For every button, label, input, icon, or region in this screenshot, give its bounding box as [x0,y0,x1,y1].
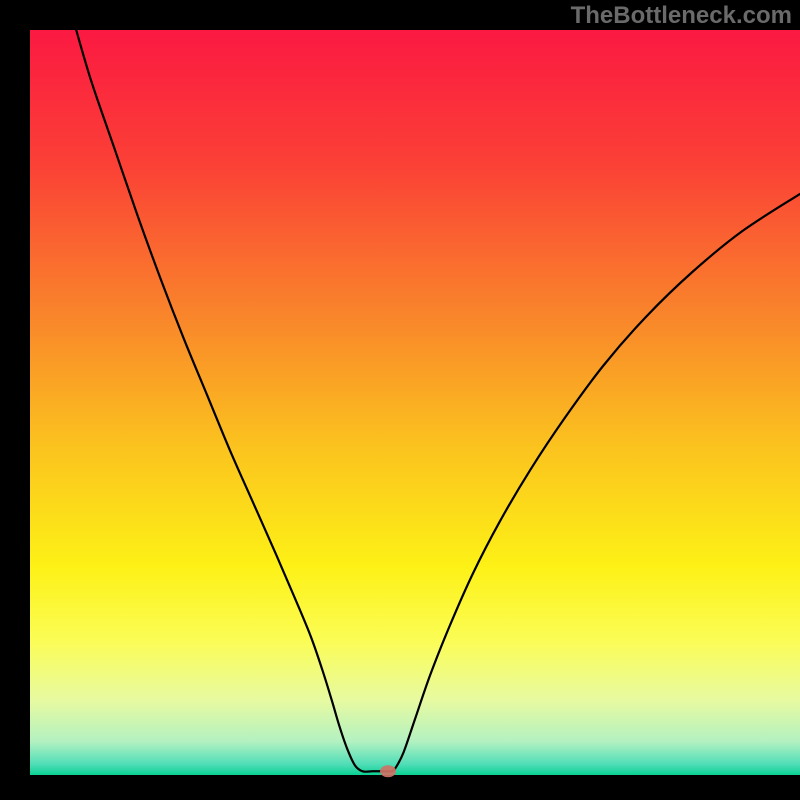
bottleneck-chart: TheBottleneck.com [0,0,800,800]
optimal-point-marker [380,765,396,777]
chart-svg [0,0,800,800]
plot-area [30,30,800,775]
